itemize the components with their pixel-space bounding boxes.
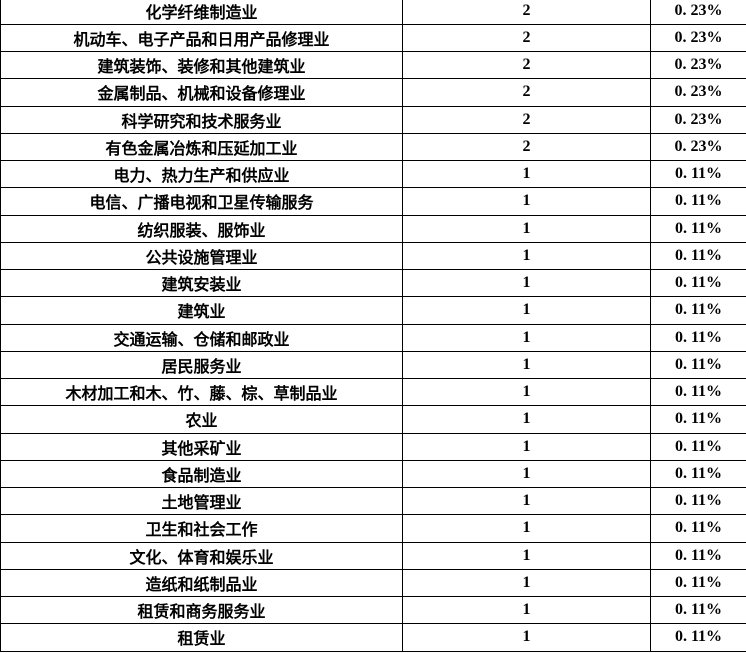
percent-cell: 0. 11% [650,568,746,598]
industry-name-cell: 食品制造业 [0,459,403,489]
table-row: 科学研究和技术服务业 2 0. 23% [0,105,746,134]
table-row: 纺织服装、服饰业 1 0. 11% [0,214,746,243]
industry-name-cell: 化学纤维制造业 [0,0,403,25]
percent-cell: 0. 23% [650,50,746,80]
table-row: 租赁业 1 0. 11% [0,623,746,652]
count-cell: 1 [402,241,651,271]
industry-name-cell: 租赁业 [0,623,403,652]
count-cell: 2 [402,78,651,107]
count-cell: 1 [402,595,651,625]
industry-name-cell: 建筑业 [0,296,403,325]
count-cell: 1 [402,296,651,325]
table-row: 木材加工和木、竹、藤、棕、草制品业 1 0. 11% [0,377,746,407]
count-cell: 1 [402,268,651,298]
percent-cell: 0. 11% [650,486,746,516]
count-cell: 1 [402,541,651,570]
count-cell: 1 [402,214,651,243]
count-cell: 2 [402,23,651,53]
industry-name-cell: 租赁和商务服务业 [0,595,403,625]
industry-name-cell: 文化、体育和娱乐业 [0,541,403,570]
table-row: 建筑业 1 0. 11% [0,296,746,325]
table-row: 农业 1 0. 11% [0,405,746,434]
table-row: 电力、热力生产和供应业 1 0. 11% [0,159,746,189]
industry-name-cell: 建筑装饰、装修和其他建筑业 [0,50,403,80]
count-cell: 1 [402,432,651,461]
industry-name-cell: 电力、热力生产和供应业 [0,159,403,189]
table-row: 建筑安装业 1 0. 11% [0,268,746,298]
table-row: 文化、体育和娱乐业 1 0. 11% [0,541,746,570]
count-cell: 1 [402,350,651,380]
table-row: 租赁和商务服务业 1 0. 11% [0,595,746,625]
percent-cell: 0. 11% [650,432,746,461]
table-row: 土地管理业 1 0. 11% [0,486,746,516]
industry-name-cell: 其他采矿业 [0,432,403,461]
percent-cell: 0. 11% [650,459,746,489]
percent-cell: 0. 11% [650,405,746,434]
count-cell: 1 [402,568,651,598]
percent-cell: 0. 11% [650,323,746,352]
table-row: 公共设施管理业 1 0. 11% [0,241,746,271]
industry-name-cell: 金属制品、机械和设备修理业 [0,78,403,107]
industry-name-cell: 卫生和社会工作 [0,514,403,543]
table-row: 化学纤维制造业 2 0. 23% [0,0,746,25]
count-cell: 1 [402,377,651,407]
percent-cell: 0. 11% [650,159,746,189]
percent-cell: 0. 11% [650,187,746,216]
industry-name-cell: 农业 [0,405,403,434]
percent-cell: 0. 11% [650,623,746,652]
table-row: 其他采矿业 1 0. 11% [0,432,746,461]
count-cell: 1 [402,323,651,352]
percent-cell: 0. 11% [650,514,746,543]
industry-name-cell: 机动车、电子产品和日用产品修理业 [0,23,403,53]
industry-name-cell: 有色金属冶炼和压延加工业 [0,132,403,162]
industry-name-cell: 居民服务业 [0,350,403,380]
percent-cell: 0. 11% [650,268,746,298]
industry-name-cell: 公共设施管理业 [0,241,403,271]
percent-cell: 0. 11% [650,541,746,570]
count-cell: 2 [402,0,651,25]
count-cell: 1 [402,459,651,489]
count-cell: 1 [402,623,651,652]
percent-cell: 0. 23% [650,105,746,134]
industry-name-cell: 科学研究和技术服务业 [0,105,403,134]
table-row: 金属制品、机械和设备修理业 2 0. 23% [0,78,746,107]
industry-name-cell: 纺织服装、服饰业 [0,214,403,243]
count-cell: 2 [402,50,651,80]
table-row: 有色金属冶炼和压延加工业 2 0. 23% [0,132,746,162]
percent-cell: 0. 11% [650,377,746,407]
industry-name-cell: 建筑安装业 [0,268,403,298]
table-row: 建筑装饰、装修和其他建筑业 2 0. 23% [0,50,746,80]
count-cell: 2 [402,132,651,162]
table-row: 机动车、电子产品和日用产品修理业 2 0. 23% [0,23,746,53]
industry-name-cell: 造纸和纸制品业 [0,568,403,598]
table-row: 居民服务业 1 0. 11% [0,350,746,380]
percent-cell: 0. 11% [650,214,746,243]
percent-cell: 0. 23% [650,78,746,107]
percent-cell: 0. 11% [650,595,746,625]
percent-cell: 0. 11% [650,241,746,271]
count-cell: 1 [402,187,651,216]
percent-cell: 0. 11% [650,296,746,325]
percent-cell: 0. 23% [650,0,746,25]
table-row: 食品制造业 1 0. 11% [0,459,746,489]
count-cell: 2 [402,105,651,134]
count-cell: 1 [402,159,651,189]
percent-cell: 0. 11% [650,350,746,380]
percent-cell: 0. 23% [650,23,746,53]
count-cell: 1 [402,405,651,434]
industry-name-cell: 木材加工和木、竹、藤、棕、草制品业 [0,377,403,407]
percent-cell: 0. 23% [650,132,746,162]
table-row: 交通运输、仓储和邮政业 1 0. 11% [0,323,746,352]
table-row: 造纸和纸制品业 1 0. 11% [0,568,746,598]
count-cell: 1 [402,486,651,516]
industry-name-cell: 交通运输、仓储和邮政业 [0,323,403,352]
industry-name-cell: 土地管理业 [0,486,403,516]
table-row: 电信、广播电视和卫星传输服务 1 0. 11% [0,187,746,216]
industry-name-cell: 电信、广播电视和卫星传输服务 [0,187,403,216]
count-cell: 1 [402,514,651,543]
table-row: 卫生和社会工作 1 0. 11% [0,514,746,543]
